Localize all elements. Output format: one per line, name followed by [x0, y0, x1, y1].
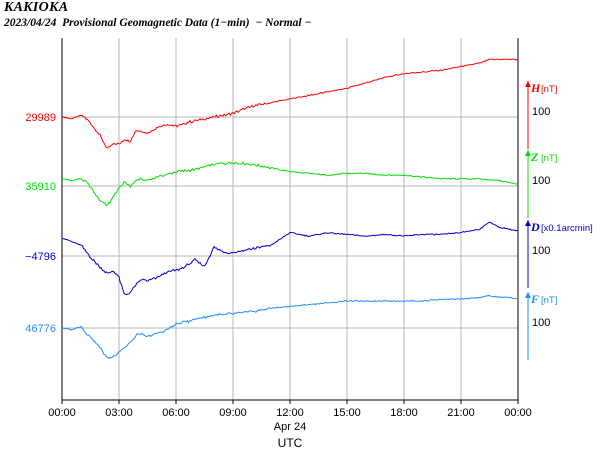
series-name-h: H — [530, 81, 541, 95]
series-layer — [61, 58, 519, 360]
scale-arrowhead-z — [525, 150, 531, 156]
series-name-f: F — [530, 292, 539, 306]
x-tick-label: 03:00 — [105, 407, 133, 419]
x-tick-label: 18:00 — [390, 407, 418, 419]
scale-label-d: 100 — [532, 245, 550, 257]
series-line-h — [61, 58, 519, 149]
scale-arrowhead-f — [525, 292, 531, 298]
x-tick-label: 00:00 — [48, 407, 76, 419]
baseline-label-h: 29989 — [25, 112, 56, 124]
series-unit-d: [x0.1arcmin] — [541, 223, 593, 234]
scale-label-f: 100 — [532, 317, 550, 329]
scale-label-h: 100 — [532, 106, 550, 118]
series-line-d — [61, 221, 519, 296]
x-tick-label: 00:00 — [504, 407, 532, 419]
series-line-z — [61, 161, 519, 206]
baseline-label-f: 46776 — [25, 323, 56, 335]
series-unit-z: [nT] — [541, 153, 557, 164]
station-title: KAKIOKA — [4, 0, 69, 15]
x-axis-label: UTC — [278, 436, 303, 450]
scale-label-z: 100 — [532, 175, 550, 187]
date-label: Apr 24 — [274, 421, 306, 433]
baseline-labels: 29989 35910 −4796 46776 — [25, 112, 56, 335]
series-unit-f: [nT] — [541, 295, 557, 306]
x-tick-label: 12:00 — [276, 407, 304, 419]
x-tick-label: 09:00 — [219, 407, 247, 419]
x-tick-label: 21:00 — [447, 407, 475, 419]
x-tick-label: 06:00 — [162, 407, 190, 419]
series-line-f — [61, 294, 519, 360]
x-tick-label: 15:00 — [333, 407, 361, 419]
chart-subtitle: 2023/04/24 Provisional Geomagnetic Data … — [4, 17, 312, 29]
grid-lines — [62, 38, 518, 400]
scale-arrowhead-h — [525, 81, 531, 87]
series-name-z: Z — [530, 150, 539, 164]
series-unit-h: [nT] — [541, 84, 557, 95]
scale-arrowhead-d — [525, 220, 531, 226]
x-tick-labels: 00:00 03:00 06:00 09:00 12:00 15:00 18:00 21:00… — [48, 407, 532, 419]
plot-axes — [61, 38, 519, 404]
baseline-label-z: 35910 — [25, 181, 56, 193]
baseline-label-d: −4796 — [25, 251, 56, 263]
series-name-d: D — [530, 220, 540, 234]
